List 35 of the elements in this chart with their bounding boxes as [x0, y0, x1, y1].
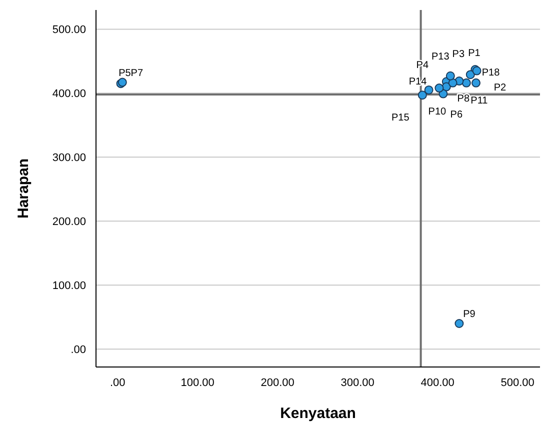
annotation: P9 [463, 308, 476, 320]
annotation: P13 [432, 51, 450, 62]
point [454, 318, 464, 328]
point [448, 78, 458, 88]
y-tick-label: 200.00 [52, 216, 86, 228]
x-tick-label: .00 [110, 377, 126, 389]
x-tick-label: 100.00 [180, 377, 214, 389]
annotation: P6 [450, 109, 463, 120]
x-tick-label: 400.00 [420, 377, 454, 389]
point [466, 70, 475, 80]
annotation: P1 [468, 48, 481, 59]
annotation: P11 [470, 96, 488, 107]
x-tick-label: 300.00 [340, 377, 374, 389]
point [472, 78, 480, 88]
annotation: P8 [457, 93, 470, 104]
annotation: P2 [494, 82, 507, 94]
x-tick-label: 200.00 [260, 377, 294, 389]
point [446, 71, 455, 80]
y-tick-label: .00 [70, 344, 86, 356]
point [462, 78, 471, 88]
annotation: P5P7 [118, 68, 144, 80]
y-tick-label: 300.00 [52, 152, 86, 164]
point [424, 85, 434, 94]
y-tick-label: 500.00 [52, 24, 86, 36]
x-tick-label: 500.00 [500, 377, 534, 389]
point [418, 90, 427, 100]
point [434, 84, 444, 93]
annotation: P10 [428, 106, 447, 118]
y-tick-label: 100.00 [52, 280, 86, 292]
annotation: P15 [392, 112, 410, 124]
annotation: P3 [452, 49, 465, 60]
x-axis-title: Kenyataan [280, 405, 356, 422]
y-tick-label: 400.00 [52, 88, 86, 100]
annotation: P18 [482, 67, 500, 78]
y-axis-title: Harapan [15, 158, 32, 219]
